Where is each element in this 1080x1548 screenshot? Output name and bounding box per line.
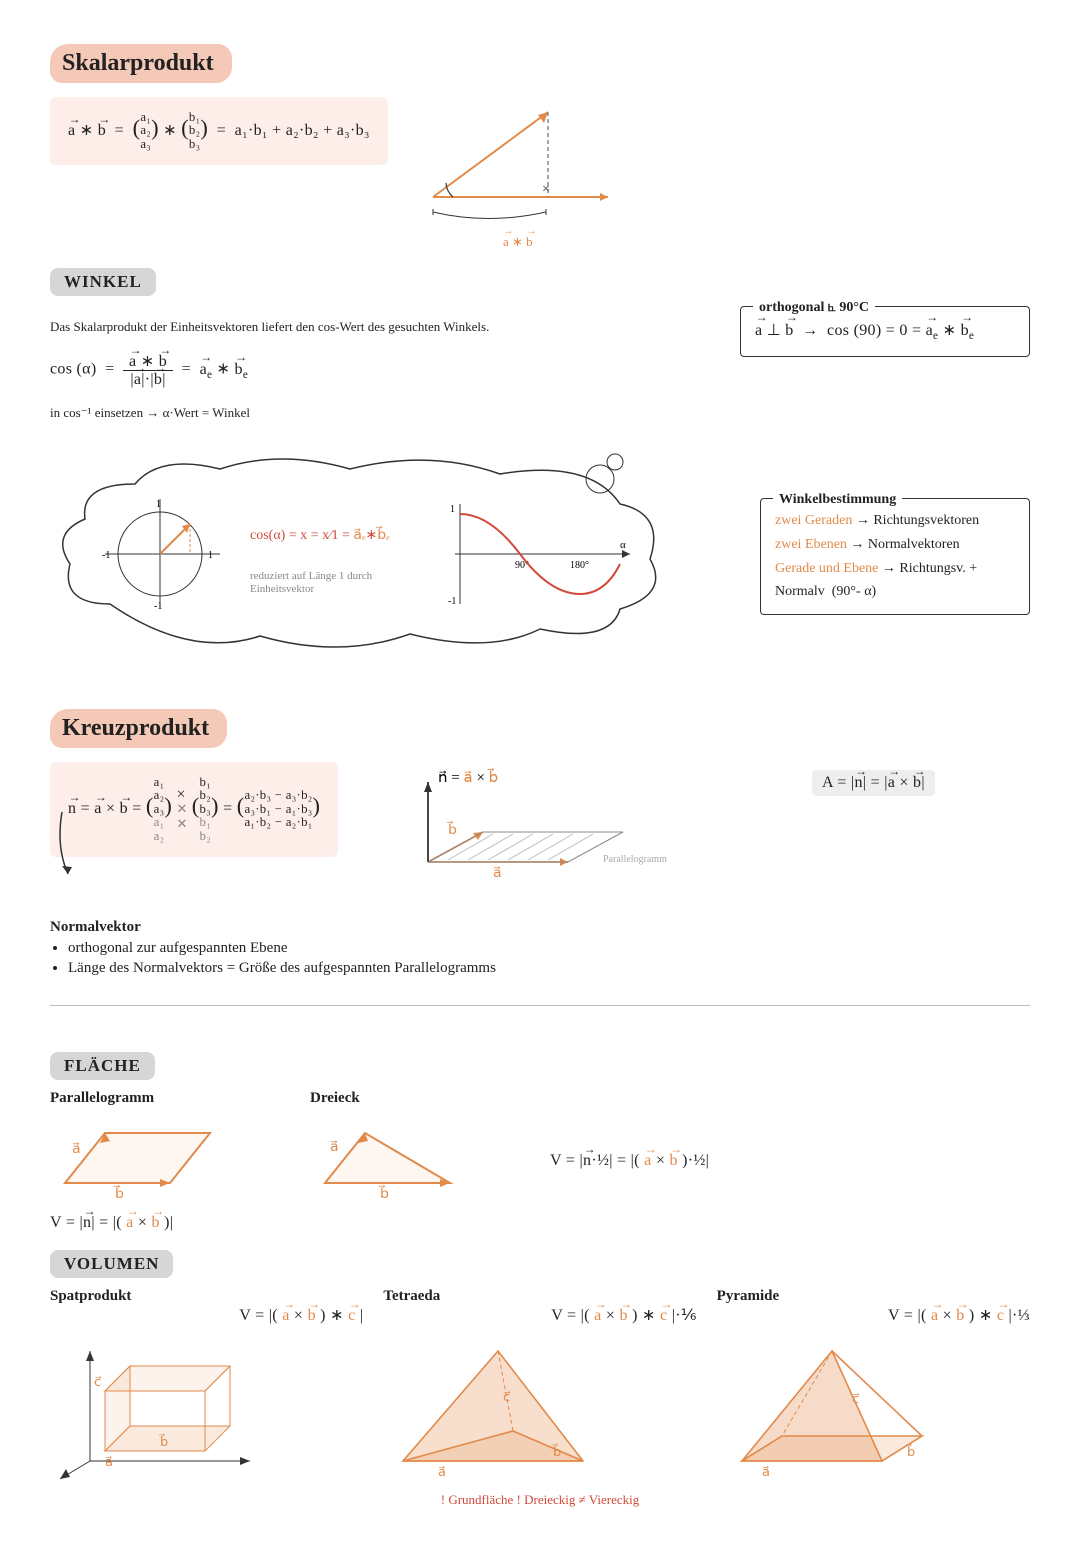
subsection-winkel: WINKEL (50, 268, 156, 296)
svg-text:1: 1 (208, 550, 213, 561)
para-title: Parallelogramm (50, 1090, 230, 1107)
svg-text:a⃗: a⃗ (72, 1142, 81, 1157)
para-formula: V = |n| = |( a × b )| (50, 1214, 230, 1232)
svg-text:b⃗: b⃗ (905, 1444, 915, 1459)
svg-text:b⃗: b⃗ (378, 1184, 389, 1202)
svg-text:c⃗: c⃗ (852, 1391, 860, 1406)
subsection-flaeche: FLÄCHE (50, 1052, 155, 1080)
svg-text:α: α (620, 539, 626, 551)
svg-text:a⃗: a⃗ (330, 1140, 339, 1155)
svg-text:a⃗: a⃗ (762, 1464, 770, 1479)
skalar-diagram: × a ∗ b (418, 97, 618, 250)
svg-text:b⃗: b⃗ (113, 1184, 124, 1202)
svg-text:c⃗: c⃗ (503, 1389, 511, 1404)
svg-text:a⃗: a⃗ (105, 1454, 113, 1469)
winkel-inv: in cos⁻¹ einsetzen → α·Wert = Winkel (50, 405, 710, 421)
wb-1a: zwei Geraden (775, 513, 852, 528)
kreuz-right: a⃗ b⃗ Parallelogramm n⃗ = a⃗ × b⃗ A = |n… (368, 762, 935, 891)
ortho-title: orthogonal ⦜ 90°C (753, 296, 875, 320)
section-title-skalar: Skalarprodukt (50, 44, 232, 83)
svg-text:a⃗: a⃗ (493, 866, 502, 881)
skalar-formula-box: a ∗ b = (a₁a₂a₃) ∗ (b₁b₂b₃) = a₁·b₁ + a₂… (50, 97, 388, 165)
svg-text:180°: 180° (570, 560, 589, 571)
spat-formula: V = |( a × b ) ∗ c | (50, 1305, 363, 1325)
svg-text:1: 1 (450, 504, 455, 515)
subsection-volumen: VOLUMEN (50, 1250, 173, 1278)
vol-tetra: Tetraeda V = |( a × b ) ∗ c |·⅙ a⃗ b⃗ c⃗… (383, 1288, 696, 1508)
svg-text:-1: -1 (448, 596, 456, 607)
cloud-hint: reduziert auf Länge 1 durch (250, 570, 373, 582)
skalar-diagram-label: a ∗ b (418, 234, 618, 250)
vol-note: ! Grundfläche ! Dreieckig ≠ Viereckig (383, 1492, 696, 1508)
pyr-formula: V = |( a × b ) ∗ c |·⅓ (717, 1305, 1030, 1325)
svg-text:b⃗: b⃗ (551, 1444, 561, 1459)
skalar-row: a ∗ b = (a₁a₂a₃) ∗ (b₁b₂b₃) = a₁·b₁ + a₂… (50, 97, 1030, 250)
wb-2a: zwei Ebenen (775, 537, 847, 552)
wb-title: Winkelbestimmung (773, 488, 902, 512)
nv-b1: orthogonal zur aufgespannten Ebene (68, 940, 1030, 957)
wb-3a: Gerade und Ebene (775, 561, 878, 576)
svg-text:b⃗: b⃗ (158, 1434, 168, 1449)
tri-formula: V = |n·½| = |( a × b )·½| (550, 1152, 709, 1170)
winkel-intro: Das Skalarprodukt der Einheitsvektoren l… (50, 319, 710, 335)
svg-text:a⃗: a⃗ (438, 1464, 446, 1479)
divider (50, 1005, 1030, 1006)
svg-text:Einheitsvektor: Einheitsvektor (250, 583, 314, 595)
nv-b2: Länge des Normalvektors = Größe des aufg… (68, 960, 1030, 977)
flaeche-dreieck: Dreieck a⃗ b⃗ (310, 1090, 470, 1214)
svg-text:c⃗: c⃗ (94, 1374, 102, 1389)
flaeche-para: Parallelogramm a⃗ b⃗ V = |n| = |( a × b … (50, 1090, 230, 1232)
orthogonal-box: orthogonal ⦜ 90°C a ⊥ b → cos (90) = 0 =… (740, 306, 1030, 357)
section-title-kreuz: Kreuzprodukt (50, 709, 227, 748)
svg-text:-1: -1 (102, 550, 110, 561)
winkel-cloud: -1 1 1 -1 cos(α) = x = x⁄1 = a⃗ₑ∗b⃗ₑ reduz… (50, 444, 730, 669)
winkel-cos-formula: cos (α) = a ∗ b |a|·|b| = ae ∗ be (50, 351, 710, 389)
pyr-title: Pyramide (717, 1288, 1030, 1305)
cloud-cos: cos(α) = x = x⁄1 = a⃗ₑ∗b⃗ₑ (250, 525, 390, 543)
vol-pyr: Pyramide V = |( a × b ) ∗ c |·⅓ a⃗ b⃗ c⃗ (717, 1288, 1030, 1508)
svg-text:Parallelogramm: Parallelogramm (603, 854, 667, 865)
kreuz-area: A = |n| = |a × b| (812, 770, 935, 796)
tri-title: Dreieck (310, 1090, 470, 1107)
svg-text:×: × (542, 182, 550, 197)
normalvektor-title: Normalvektor (50, 919, 1030, 936)
tetra-title: Tetraeda (383, 1288, 696, 1305)
winkelbestimmung-box: Winkelbestimmung zwei Geraden → Richtung… (760, 498, 1030, 615)
svg-text:-1: -1 (154, 601, 162, 612)
normalvektor-bullets: orthogonal zur aufgespannten Ebene Länge… (50, 940, 1030, 977)
svg-text:n⃗ = a⃗ × b⃗: n⃗ = a⃗ × b⃗ (438, 767, 498, 786)
svg-text:b⃗: b⃗ (447, 820, 458, 838)
ortho-body: a ⊥ b → cos (90) = 0 = ae ∗ be (755, 322, 974, 339)
svg-text:1: 1 (156, 499, 161, 510)
tetra-formula: V = |( a × b ) ∗ c |·⅙ (383, 1305, 696, 1325)
vol-spat: Spatprodukt V = |( a × b ) ∗ c | c⃗ b⃗ a… (50, 1288, 363, 1508)
